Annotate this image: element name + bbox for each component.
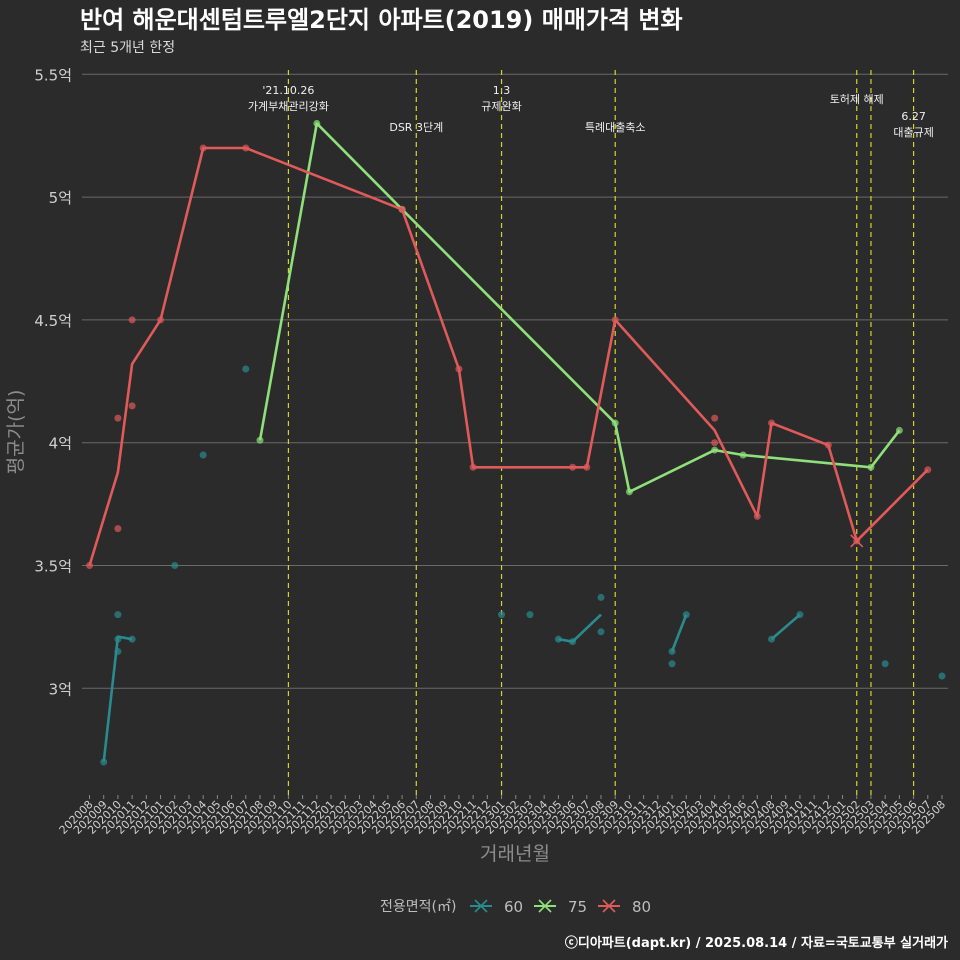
legend-marker-80 — [602, 899, 616, 913]
point-75-5 — [711, 446, 719, 454]
legend-marker-60 — [474, 899, 488, 913]
source-caption: ⓒ디아파트(dapt.kr) / 2025.08.14 / 자료=국토교통부 실… — [565, 935, 948, 951]
policy-label-202506-1: 대출규제 — [893, 126, 933, 139]
point-75-3 — [611, 419, 619, 427]
point-80-14 — [711, 414, 719, 422]
policy-label-202506-0: 6.27 — [901, 110, 926, 123]
y-tick-5억: 5억 — [49, 189, 72, 207]
x-tick-labels: 2020082020092020102020112020122021012021… — [57, 795, 948, 837]
point-60-15 — [668, 660, 676, 668]
grid-lines — [82, 73, 948, 689]
series-line-80 — [88, 146, 929, 566]
policy-label-202502-0: 토허제 해제 — [830, 92, 884, 106]
chart-subtitle: 최근 5개년 한정 — [80, 40, 175, 56]
point-60-10 — [554, 635, 562, 643]
min-marker-80 — [850, 534, 864, 548]
point-60-20 — [938, 672, 946, 680]
y-axis-title: 평균가(억) — [5, 390, 27, 475]
point-80-7 — [242, 144, 250, 152]
policy-label-202301-0: 1.3 — [493, 84, 511, 97]
policy-label-202301-1: 규제완화 — [481, 100, 521, 113]
point-75-0 — [256, 436, 264, 444]
point-60-1 — [114, 611, 122, 619]
point-60-5 — [171, 562, 179, 569]
point-80-0 — [86, 562, 93, 569]
y-tick-4.5억: 4.5억 — [34, 312, 72, 330]
legend-label-60: 60 — [504, 898, 523, 916]
point-75-7 — [867, 463, 875, 471]
policy-label-202110-1: 가계부채관리강화 — [248, 100, 329, 113]
point-80-6 — [199, 144, 207, 152]
point-80-5 — [157, 316, 165, 324]
point-80-9 — [455, 365, 463, 373]
point-60-14 — [668, 647, 676, 655]
point-75-1 — [313, 119, 321, 127]
point-60-7 — [242, 365, 250, 373]
legend-label-75: 75 — [568, 898, 587, 916]
y-tick-5.5억: 5.5억 — [34, 66, 72, 84]
point-60-13 — [597, 628, 605, 636]
y-tick-3억: 3억 — [49, 680, 72, 698]
point-60-16 — [682, 611, 690, 619]
point-60-18 — [796, 611, 804, 619]
point-60-0 — [100, 758, 108, 766]
point-80-15 — [711, 439, 719, 447]
point-80-8 — [398, 205, 406, 213]
point-60-19 — [881, 660, 889, 668]
y-tick-labels: 3억 3.5억 4억 4.5억 5억 5.5억 — [34, 66, 72, 698]
point-80-12 — [583, 463, 591, 471]
point-75-6 — [739, 451, 747, 459]
legend-title: 전용면적(㎡) — [380, 899, 456, 915]
point-80-10 — [469, 463, 477, 471]
point-60-6 — [199, 451, 207, 459]
x-axis-title: 거래년월 — [480, 843, 550, 865]
series-80 — [86, 144, 932, 569]
point-60-12 — [597, 593, 605, 601]
point-80-17 — [768, 419, 775, 427]
point-60-9 — [526, 611, 534, 619]
chart-title: 반여 해운대센텀트루엘2단지 아파트(2019) 매매가격 변화 — [80, 6, 683, 34]
policy-label-202207-0: DSR 3단계 — [389, 121, 443, 134]
point-80-13 — [611, 316, 619, 324]
point-80-3 — [128, 316, 136, 324]
point-60-4 — [128, 635, 136, 643]
series-60 — [100, 365, 946, 766]
point-80-16 — [753, 512, 761, 520]
legend-label-80: 80 — [632, 898, 651, 916]
series-75 — [256, 119, 903, 496]
series-layer — [86, 119, 946, 766]
point-80-18 — [824, 441, 832, 449]
policy-lines — [287, 70, 915, 795]
policy-label-202110-0: '21.10.26 — [262, 84, 314, 97]
point-60-17 — [768, 635, 775, 643]
point-60-2 — [114, 635, 122, 643]
y-tick-4억: 4억 — [49, 435, 72, 453]
point-75-8 — [895, 426, 903, 434]
point-80-2 — [114, 525, 122, 533]
point-80-11 — [569, 463, 577, 471]
point-60-3 — [114, 647, 122, 655]
point-80-20 — [924, 466, 932, 474]
point-60-11 — [569, 638, 577, 646]
point-80-4 — [128, 402, 136, 410]
policy-label-202309-0: 특례대출축소 — [585, 121, 646, 134]
legend: 전용면적(㎡) 60 75 80 — [380, 898, 651, 916]
point-60-8 — [498, 611, 506, 619]
legend-marker-75 — [538, 899, 552, 913]
point-75-4 — [625, 488, 633, 496]
y-tick-3.5억: 3.5억 — [34, 558, 72, 576]
point-80-1 — [114, 414, 122, 422]
